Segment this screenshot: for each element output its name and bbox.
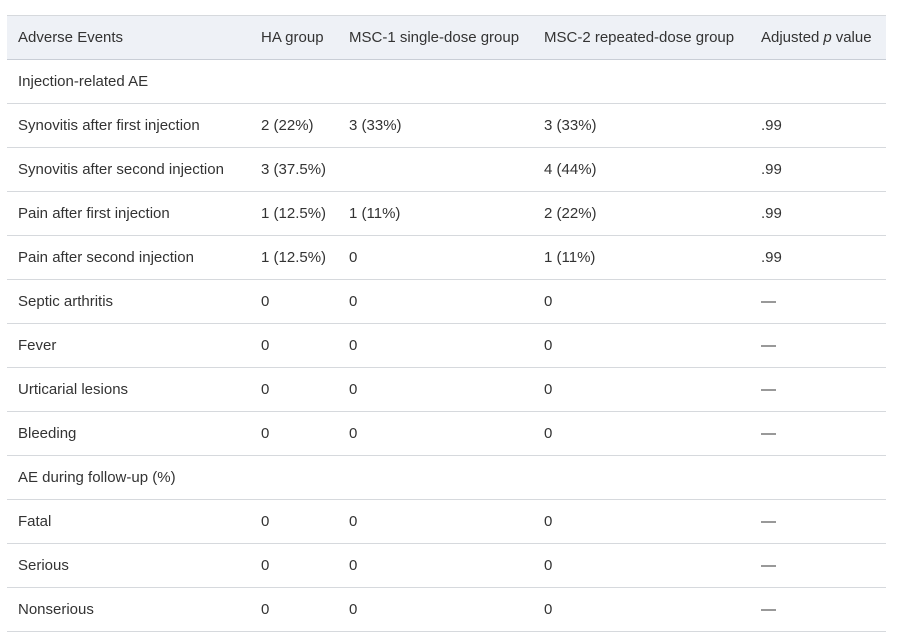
cell: 1 (11%) xyxy=(533,235,750,280)
cell: .99 xyxy=(750,235,886,280)
adverse-events-table: Adverse Events HA group MSC-1 single-dose … xyxy=(7,15,886,632)
cell: 0 xyxy=(338,543,533,588)
section-label: AE during follow-up (%) xyxy=(7,455,886,500)
data-row: Pain after first injection 1 (12.5%) 1 (11… xyxy=(7,191,886,236)
header-cell: MSC-2 repeated-dose group xyxy=(533,15,750,60)
cell: 0 xyxy=(250,587,338,632)
cell: 0 xyxy=(338,323,533,368)
cell: 0 xyxy=(250,367,338,412)
cell xyxy=(338,147,533,192)
cell: 0 xyxy=(338,587,533,632)
row-label: Synovitis after first injection xyxy=(7,103,250,148)
cell: — xyxy=(750,411,886,456)
cell: 0 xyxy=(533,543,750,588)
cell: — xyxy=(750,367,886,412)
cell: — xyxy=(750,499,886,544)
cell: 0 xyxy=(250,499,338,544)
header-text: Adjusted xyxy=(761,29,820,46)
data-row: Serious 0 0 0— xyxy=(7,543,886,588)
header-cell: Adverse Events xyxy=(7,15,250,60)
cell: 0 xyxy=(338,235,533,280)
cell: 0 xyxy=(250,323,338,368)
data-row: Bleeding 0 0 0— xyxy=(7,411,886,456)
cell: 2 (22%) xyxy=(250,103,338,148)
row-label: Serious xyxy=(7,543,250,588)
cell: .99 xyxy=(750,191,886,236)
cell: — xyxy=(750,323,886,368)
cell: 0 xyxy=(533,499,750,544)
cell: — xyxy=(750,543,886,588)
cell: 0 xyxy=(533,367,750,412)
data-row: Synovitis after second injection 3 (37.5%… xyxy=(7,147,886,192)
cell: 0 xyxy=(250,543,338,588)
header-italic: p xyxy=(823,29,832,46)
cell: .99 xyxy=(750,147,886,192)
row-label: Bleeding xyxy=(7,411,250,456)
data-row: Pain after second injection 1 (12.5%) 0 1 (… xyxy=(7,235,886,280)
cell: 4 (44%) xyxy=(533,147,750,192)
data-row: Urticarial lesions 0 0 0— xyxy=(7,367,886,412)
row-label: Fever xyxy=(7,323,250,368)
cell: 3 (33%) xyxy=(533,103,750,148)
cell: .99 xyxy=(750,103,886,148)
cell: 2 (22%) xyxy=(533,191,750,236)
row-label: Urticarial lesions xyxy=(7,367,250,412)
row-label: Pain after second injection xyxy=(7,235,250,280)
section-row: AE during follow-up (%) xyxy=(7,455,886,500)
section-label: Injection-related AE xyxy=(7,59,886,104)
cell: 0 xyxy=(250,279,338,324)
data-row: Septic arthritis 0 0 0— xyxy=(7,279,886,324)
cell: — xyxy=(750,279,886,324)
cell: 0 xyxy=(533,279,750,324)
data-row: Fever 0 0 0— xyxy=(7,323,886,368)
cell: 0 xyxy=(338,367,533,412)
cell: 1 (12.5%) xyxy=(250,191,338,236)
table-header: Adverse Events HA group MSC-1 single-dose … xyxy=(7,15,886,60)
cell: 0 xyxy=(533,587,750,632)
cell: 3 (33%) xyxy=(338,103,533,148)
cell: 1 (11%) xyxy=(338,191,533,236)
row-label: Synovitis after second injection xyxy=(7,147,250,192)
header-cell: MSC-1 single-dose group xyxy=(338,15,533,60)
header-row: Adverse Events HA group MSC-1 single-dose … xyxy=(7,15,886,60)
data-row: Nonserious 0 0 0— xyxy=(7,587,886,632)
header-text: value xyxy=(835,29,872,46)
data-row: Fatal 0 0 0— xyxy=(7,499,886,544)
row-label: Fatal xyxy=(7,499,250,544)
row-label: Septic arthritis xyxy=(7,279,250,324)
cell: 0 xyxy=(338,279,533,324)
row-label: Nonserious xyxy=(7,587,250,632)
cell: 3 (37.5%) xyxy=(250,147,338,192)
cell: 0 xyxy=(533,411,750,456)
row-label: Pain after first injection xyxy=(7,191,250,236)
cell: 0 xyxy=(533,323,750,368)
section-row: Injection-related AE xyxy=(7,59,886,104)
header-cell: Adjusted p value xyxy=(750,15,886,60)
cell: 1 (12.5%) xyxy=(250,235,338,280)
table-body: Injection-related AE Synovitis after firs… xyxy=(7,59,886,632)
header-cell: HA group xyxy=(250,15,338,60)
cell: — xyxy=(750,587,886,632)
data-row: Synovitis after first injection 2 (22%) 3 … xyxy=(7,103,886,148)
cell: 0 xyxy=(250,411,338,456)
cell: 0 xyxy=(338,411,533,456)
cell: 0 xyxy=(338,499,533,544)
